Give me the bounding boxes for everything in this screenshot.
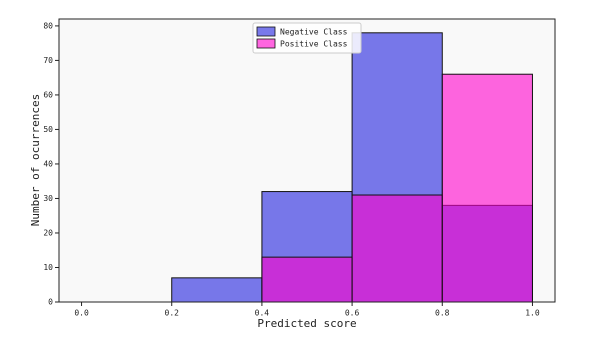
- legend-swatch: [256, 38, 276, 49]
- y-tick-label: 0: [48, 298, 53, 307]
- x-tick-label: 0.0: [74, 309, 89, 318]
- x-tick-label: 0.4: [255, 309, 270, 318]
- plot-frame: [58, 18, 556, 303]
- x-tick-label: 0.6: [345, 309, 360, 318]
- legend-swatch: [256, 26, 276, 37]
- x-tick-label: 1.0: [525, 309, 540, 318]
- y-tick-label: 60: [43, 90, 53, 99]
- bar: [441, 73, 533, 303]
- y-tick-label: 10: [43, 263, 53, 272]
- bar: [171, 277, 263, 303]
- y-tick-label: 20: [43, 228, 53, 237]
- bar: [261, 256, 353, 303]
- x-tick-label: 0.2: [165, 309, 180, 318]
- y-tick-label: 40: [43, 159, 53, 168]
- y-tick-label: 80: [43, 21, 53, 30]
- y-tick-label: 70: [43, 56, 53, 65]
- legend-box: [252, 22, 362, 54]
- legend-label: Positive Class: [280, 40, 348, 49]
- y-tick-label: 50: [43, 125, 53, 134]
- x-tick-label: 0.8: [435, 309, 450, 318]
- legend-label: Negative Class: [280, 28, 348, 37]
- y-axis-label: Number of ocurrences: [29, 94, 42, 226]
- y-tick-label: 30: [43, 194, 53, 203]
- bar: [351, 194, 443, 303]
- x-axis-label: Predicted score: [257, 317, 356, 330]
